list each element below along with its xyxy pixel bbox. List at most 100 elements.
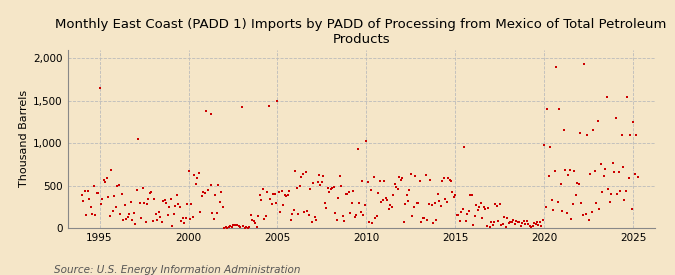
Point <box>323 186 333 190</box>
Point <box>184 217 195 221</box>
Point <box>632 175 643 179</box>
Point <box>407 214 418 218</box>
Point <box>428 221 439 225</box>
Point <box>567 201 578 206</box>
Point <box>240 226 250 230</box>
Point <box>416 220 427 224</box>
Point <box>281 194 292 198</box>
Point <box>469 214 480 218</box>
Point <box>367 221 378 226</box>
Point <box>491 204 502 208</box>
Point <box>339 218 350 223</box>
Point <box>382 198 393 203</box>
Point <box>563 173 574 177</box>
Point <box>269 192 280 196</box>
Point <box>413 201 424 205</box>
Point <box>600 167 611 172</box>
Point <box>545 145 556 150</box>
Point <box>210 193 221 197</box>
Point <box>211 210 222 215</box>
Point <box>392 187 403 191</box>
Point <box>625 133 636 137</box>
Point <box>265 196 275 201</box>
Point <box>179 221 190 225</box>
Point <box>385 203 396 208</box>
Point <box>537 218 548 222</box>
Point <box>514 219 524 224</box>
Point <box>310 217 321 222</box>
Point <box>352 147 363 151</box>
Point <box>272 99 283 104</box>
Point <box>579 62 590 66</box>
Point <box>168 212 179 216</box>
Point <box>319 201 330 205</box>
Point <box>126 199 136 204</box>
Point <box>128 211 139 215</box>
Point <box>106 168 117 172</box>
Point <box>412 200 423 205</box>
Point <box>79 189 90 193</box>
Point <box>256 198 267 203</box>
Point <box>604 200 615 205</box>
Point <box>423 202 434 206</box>
Point <box>387 193 398 197</box>
Point <box>484 224 495 229</box>
Point <box>485 220 496 225</box>
Point <box>360 203 371 207</box>
Point <box>398 220 409 224</box>
Point <box>142 202 153 206</box>
Point <box>85 204 96 209</box>
Point <box>626 207 637 211</box>
Point <box>439 197 450 201</box>
Point <box>325 187 336 191</box>
Point <box>158 199 169 203</box>
Point <box>361 139 372 144</box>
Point <box>558 128 569 133</box>
Point <box>149 197 160 202</box>
Point <box>134 201 145 205</box>
Point <box>344 190 354 195</box>
Point <box>195 210 206 214</box>
Point <box>631 133 642 137</box>
Point <box>173 202 184 207</box>
Point <box>214 200 225 204</box>
Point <box>253 214 264 218</box>
Point <box>499 214 510 219</box>
Point <box>598 174 609 178</box>
Point <box>136 215 146 220</box>
Point <box>400 202 410 207</box>
Point <box>582 133 593 138</box>
Point <box>171 193 182 197</box>
Point <box>143 197 154 202</box>
Point <box>229 223 240 228</box>
Point <box>113 183 124 188</box>
Point <box>601 95 612 99</box>
Point <box>474 205 485 210</box>
Point <box>572 181 583 185</box>
Point <box>535 219 545 224</box>
Point <box>169 204 180 209</box>
Point <box>155 215 166 219</box>
Point <box>605 192 616 197</box>
Point <box>176 219 186 224</box>
Point <box>370 216 381 220</box>
Point <box>402 199 413 203</box>
Point <box>122 215 133 219</box>
Point <box>470 203 481 207</box>
Point <box>340 192 351 196</box>
Point <box>512 220 523 224</box>
Point <box>312 180 323 184</box>
Point <box>282 193 293 198</box>
Point <box>217 205 228 210</box>
Point <box>518 219 529 224</box>
Point <box>183 169 194 173</box>
Point <box>121 217 132 222</box>
Point <box>259 217 269 221</box>
Point <box>124 212 134 216</box>
Point <box>227 223 238 227</box>
Point <box>315 183 326 187</box>
Point <box>603 186 614 191</box>
Point <box>331 218 342 222</box>
Point <box>608 161 618 165</box>
Point <box>429 201 440 205</box>
